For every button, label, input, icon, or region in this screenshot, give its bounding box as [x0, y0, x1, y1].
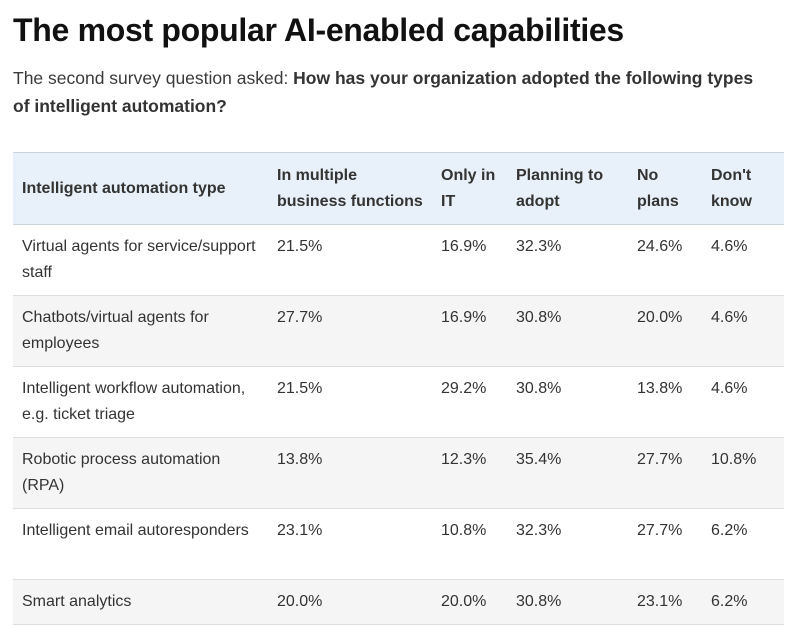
- cell-multiple-functions: 27.7%: [268, 295, 432, 367]
- cell-planning: 32.3%: [507, 508, 628, 580]
- column-header-dont-know: Don't know: [702, 152, 784, 225]
- page-title: The most popular AI-enabled capabilities: [13, 12, 624, 48]
- cell-no-plans: 13.8%: [628, 366, 702, 438]
- cell-dont-know: 6.2%: [702, 579, 784, 625]
- cell-no-plans: 27.7%: [628, 508, 702, 580]
- row-label: Intelligent workflow automation, e.g. ti…: [13, 366, 268, 438]
- table-body: Virtual agents for service/support staff…: [13, 224, 784, 625]
- table-row: Virtual agents for service/support staff…: [13, 224, 784, 296]
- column-header-no-plans: No plans: [628, 152, 702, 225]
- cell-no-plans: 24.6%: [628, 224, 702, 296]
- table-row: Intelligent email autoresponders 23.1% 1…: [13, 508, 784, 580]
- cell-dont-know: 10.8%: [702, 437, 784, 509]
- cell-planning: 30.8%: [507, 295, 628, 367]
- column-header-multiple-functions: In multiple business functions: [268, 152, 432, 225]
- table-header-row: Intelligent automation type In multiple …: [13, 152, 784, 225]
- survey-results-table: Intelligent automation type In multiple …: [13, 152, 784, 625]
- subtitle-question: How has your organization adopted the fo…: [13, 68, 754, 116]
- column-header-only-it: Only in IT: [432, 152, 507, 225]
- cell-multiple-functions: 21.5%: [268, 224, 432, 296]
- cell-planning: 32.3%: [507, 224, 628, 296]
- cell-planning: 35.4%: [507, 437, 628, 509]
- table-row: Smart analytics 20.0% 20.0% 30.8% 23.1% …: [13, 579, 784, 625]
- cell-only-it: 29.2%: [432, 366, 507, 438]
- cell-dont-know: 6.2%: [702, 508, 784, 580]
- cell-dont-know: 4.6%: [702, 295, 784, 367]
- column-header-planning: Planning to adopt: [507, 152, 628, 225]
- cell-no-plans: 23.1%: [628, 579, 702, 625]
- cell-no-plans: 20.0%: [628, 295, 702, 367]
- subtitle-intro: The second survey question asked:: [13, 68, 294, 88]
- cell-only-it: 12.3%: [432, 437, 507, 509]
- cell-dont-know: 4.6%: [702, 366, 784, 438]
- column-header-automation-type: Intelligent automation type: [13, 152, 268, 225]
- table-row: Intelligent workflow automation, e.g. ti…: [13, 366, 784, 438]
- row-label: Smart analytics: [13, 579, 268, 625]
- table-header: Intelligent automation type In multiple …: [13, 152, 784, 225]
- cell-multiple-functions: 20.0%: [268, 579, 432, 625]
- cell-only-it: 16.9%: [432, 224, 507, 296]
- cell-only-it: 16.9%: [432, 295, 507, 367]
- row-label: Robotic process automation (RPA): [13, 437, 268, 509]
- page-subtitle: The second survey question asked: How ha…: [13, 64, 773, 120]
- cell-planning: 30.8%: [507, 579, 628, 625]
- cell-only-it: 20.0%: [432, 579, 507, 625]
- cell-multiple-functions: 21.5%: [268, 366, 432, 438]
- cell-no-plans: 27.7%: [628, 437, 702, 509]
- cell-only-it: 10.8%: [432, 508, 507, 580]
- cell-multiple-functions: 13.8%: [268, 437, 432, 509]
- cell-multiple-functions: 23.1%: [268, 508, 432, 580]
- row-label: Chatbots/virtual agents for employees: [13, 295, 268, 367]
- row-label: Intelligent email autoresponders: [13, 508, 268, 580]
- row-label: Virtual agents for service/support staff: [13, 224, 268, 296]
- cell-planning: 30.8%: [507, 366, 628, 438]
- table-row: Chatbots/virtual agents for employees 27…: [13, 295, 784, 367]
- cell-dont-know: 4.6%: [702, 224, 784, 296]
- table-row: Robotic process automation (RPA) 13.8% 1…: [13, 437, 784, 509]
